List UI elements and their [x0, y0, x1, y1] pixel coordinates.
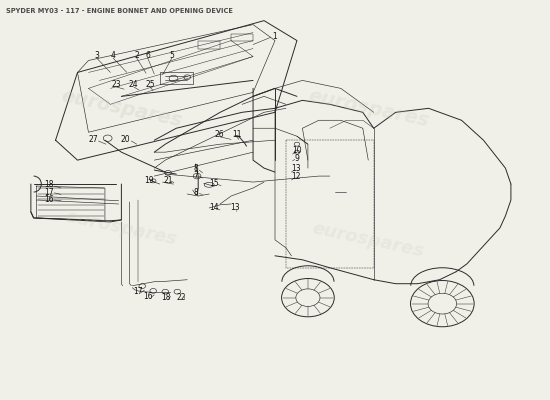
- Bar: [231, 34, 253, 41]
- Text: 16: 16: [143, 292, 152, 301]
- Text: 1: 1: [273, 32, 277, 41]
- Text: 27: 27: [88, 135, 98, 144]
- Text: 18: 18: [162, 293, 171, 302]
- Text: 26: 26: [214, 130, 224, 139]
- Text: 18: 18: [44, 180, 54, 189]
- Text: 15: 15: [209, 179, 218, 188]
- Text: 13: 13: [291, 164, 301, 174]
- Text: 7: 7: [193, 171, 198, 180]
- Text: 6: 6: [145, 51, 150, 60]
- Text: 24: 24: [129, 80, 138, 89]
- Text: 10: 10: [292, 146, 302, 155]
- Text: 23: 23: [111, 80, 120, 89]
- Text: 3: 3: [94, 51, 99, 60]
- Text: eurospares: eurospares: [64, 207, 179, 248]
- Bar: [198, 41, 220, 48]
- Text: 19: 19: [144, 176, 153, 184]
- Text: 8: 8: [193, 164, 198, 174]
- Text: 5: 5: [169, 51, 174, 60]
- Text: 21: 21: [163, 176, 173, 184]
- Text: 20: 20: [121, 135, 130, 144]
- Text: eurospares: eurospares: [59, 86, 184, 130]
- Text: 16: 16: [44, 195, 54, 204]
- Text: SPYDER MY03 - 117 - ENGINE BONNET AND OPENING DEVICE: SPYDER MY03 - 117 - ENGINE BONNET AND OP…: [6, 8, 233, 14]
- Text: 9: 9: [294, 154, 299, 163]
- Text: 13: 13: [230, 204, 240, 212]
- Text: eurospares: eurospares: [311, 219, 426, 260]
- Text: 2: 2: [134, 51, 139, 60]
- Text: 22: 22: [177, 293, 186, 302]
- Text: 14: 14: [209, 204, 218, 212]
- Text: 4: 4: [111, 51, 116, 60]
- Text: 8: 8: [193, 188, 198, 197]
- Text: 17: 17: [44, 188, 54, 196]
- Text: 25: 25: [145, 80, 155, 89]
- Text: eurospares: eurospares: [306, 86, 431, 130]
- Text: 12: 12: [291, 172, 301, 181]
- Text: 17: 17: [133, 287, 142, 296]
- Text: 11: 11: [232, 130, 241, 139]
